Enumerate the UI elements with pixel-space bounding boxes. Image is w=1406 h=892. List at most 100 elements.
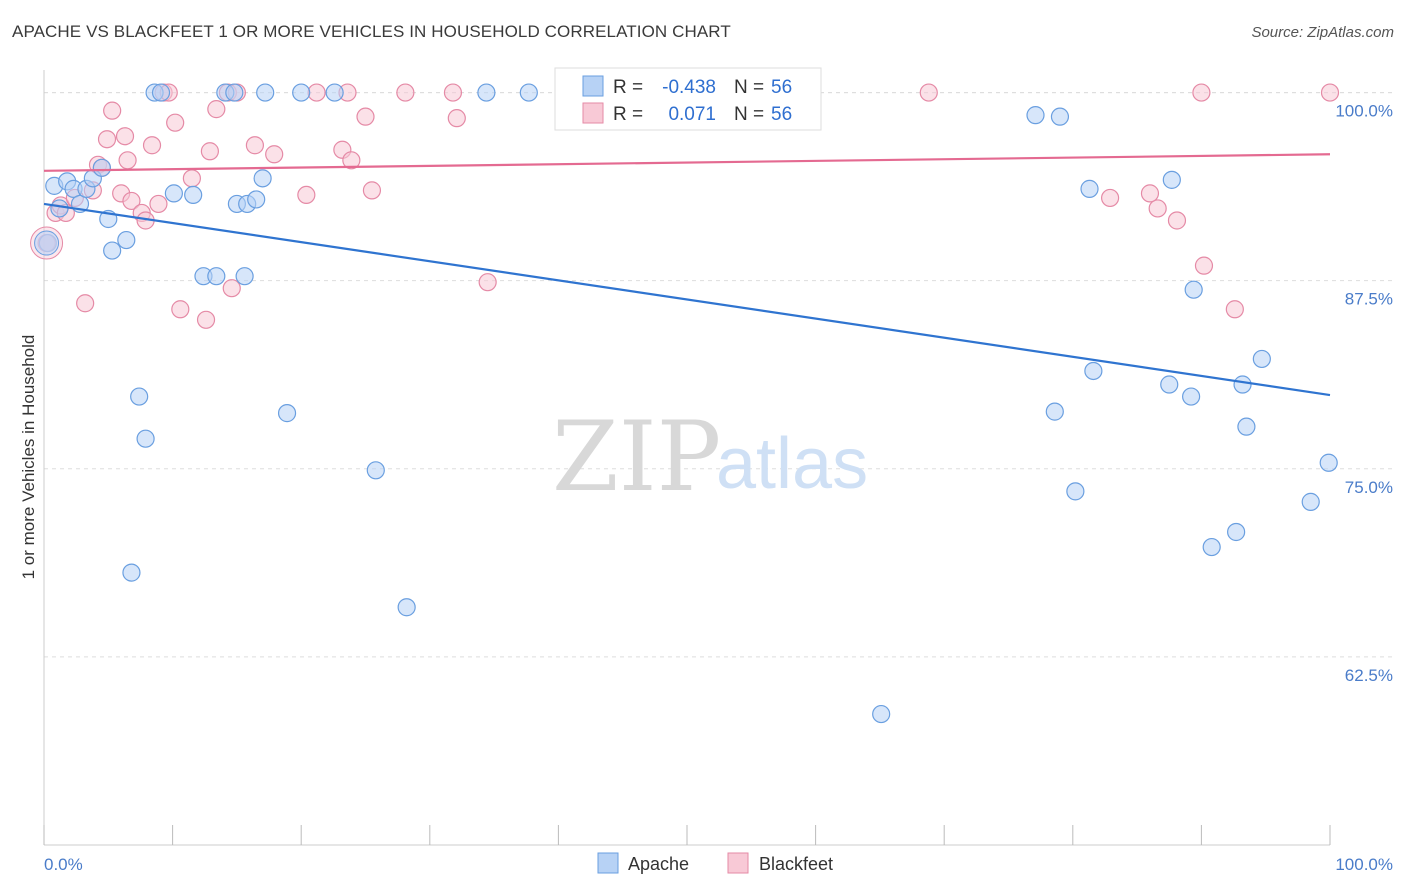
apache-point — [253, 169, 272, 188]
blackfeet-point — [103, 101, 122, 120]
apache-point — [1237, 417, 1256, 436]
apache-point — [1202, 537, 1221, 557]
apache-point — [1319, 453, 1338, 472]
legend-blackfeet-n-value: 56 — [771, 104, 792, 125]
legend-blackfeet-n-label: N = — [734, 104, 764, 125]
apache-point — [397, 598, 416, 617]
apache-point — [151, 83, 171, 102]
blackfeet-point — [76, 294, 95, 313]
x-tick-label-max: 100.0% — [1335, 855, 1393, 874]
bottom-legend-apache: Apache — [628, 854, 689, 874]
apache-point — [325, 83, 344, 102]
blackfeet-point — [196, 310, 216, 329]
legend-apache-r-value: -0.438 — [662, 77, 716, 98]
blackfeet-point — [342, 151, 361, 170]
apache-point — [1227, 522, 1246, 542]
bottom-legend-blackfeet: Blackfeet — [759, 854, 833, 874]
blackfeet-point — [182, 169, 201, 188]
apache-point — [256, 83, 275, 102]
apache-point — [1182, 387, 1201, 406]
blackfeet-point — [149, 194, 168, 214]
series-legend: Apache Blackfeet — [597, 852, 833, 874]
blackfeet-point — [122, 191, 141, 211]
blackfeet-point — [1140, 184, 1160, 203]
apache-point — [1050, 107, 1070, 126]
blackfeet-point — [115, 127, 135, 146]
blackfeet-point — [1167, 211, 1187, 230]
apache-point — [519, 83, 538, 102]
blackfeet-point — [1320, 83, 1340, 102]
bottom-legend-swatch-apache — [597, 852, 619, 874]
apache-point — [207, 267, 226, 286]
blackfeet-point — [200, 142, 219, 161]
apache-point — [247, 190, 266, 209]
x-tick-label-min: 0.0% — [44, 855, 83, 874]
blackfeet-point — [478, 273, 497, 292]
apache-point — [1080, 179, 1099, 198]
trend-lines — [43, 153, 1331, 397]
blackfeet-point — [356, 107, 375, 126]
blackfeet-trend-line — [43, 153, 1331, 172]
blackfeet-point — [222, 279, 241, 298]
watermark-zip: ZIP — [552, 401, 721, 513]
legend-apache-n-value: 56 — [771, 77, 792, 98]
apache-point — [235, 267, 254, 286]
apache-point — [136, 429, 155, 448]
apache-point — [103, 241, 122, 260]
bottom-legend-swatch-blackfeet — [727, 852, 749, 874]
blackfeet-point — [166, 113, 185, 132]
legend-apache-n-label: N = — [734, 77, 764, 98]
blackfeet-point — [1192, 83, 1211, 102]
apache-point — [292, 83, 311, 102]
apache-point — [1045, 402, 1064, 421]
watermark: ZIP atlas — [552, 401, 868, 513]
legend-swatch-apache — [582, 75, 604, 97]
y-axis-tick-labels: 62.5% 75.0% 87.5% 100.0% — [1335, 102, 1393, 685]
apache-point — [92, 158, 111, 177]
blackfeet-point — [307, 83, 326, 102]
blackfeet-point — [142, 136, 162, 155]
apache-trend-line — [43, 202, 1331, 397]
blackfeet-point — [443, 83, 463, 102]
apache-point-large — [34, 230, 60, 256]
y-tick-label: 75.0% — [1345, 478, 1393, 497]
blackfeet-point — [97, 130, 117, 149]
apache-points — [30, 83, 1338, 724]
apache-point — [1160, 375, 1179, 394]
y-tick-label: 100.0% — [1335, 102, 1393, 121]
apache-point — [872, 704, 891, 724]
y-tick-label: 87.5% — [1345, 290, 1393, 309]
blackfeet-point — [396, 83, 415, 102]
source-note: Source: ZipAtlas.com — [1251, 24, 1394, 41]
blackfeet-point — [245, 136, 265, 155]
chart-title: APACHE VS BLACKFEET 1 OR MORE VEHICLES I… — [12, 22, 731, 41]
watermark-atlas: atlas — [716, 424, 868, 504]
apache-point — [1066, 482, 1085, 501]
apache-point — [130, 387, 149, 406]
y-tick-label: 62.5% — [1345, 666, 1393, 685]
blackfeet-point — [207, 100, 226, 119]
blackfeet-point — [1100, 188, 1120, 208]
legend-apache-r-label: R = — [613, 77, 643, 98]
blackfeet-point — [1225, 300, 1244, 319]
correlation-legend: R = -0.438 N = 56 R = 0.071 N = 56 — [554, 67, 822, 131]
apache-point — [1184, 280, 1203, 299]
apache-point — [122, 563, 141, 582]
blackfeet-point — [171, 300, 190, 319]
blackfeet-point — [1194, 256, 1214, 275]
apache-point — [477, 83, 496, 102]
apache-point — [117, 230, 136, 250]
blackfeet-point — [265, 145, 284, 164]
apache-point — [366, 461, 385, 480]
apache-point — [1084, 361, 1103, 381]
blackfeet-point — [362, 181, 382, 200]
apache-point — [1026, 106, 1045, 125]
blackfeet-point — [118, 151, 137, 170]
legend-blackfeet-r-label: R = — [613, 104, 643, 125]
apache-point — [164, 184, 183, 203]
apache-point — [225, 83, 244, 102]
apache-point — [1162, 170, 1181, 189]
x-axis-ticks — [43, 825, 1331, 845]
blackfeet-point — [447, 109, 466, 128]
